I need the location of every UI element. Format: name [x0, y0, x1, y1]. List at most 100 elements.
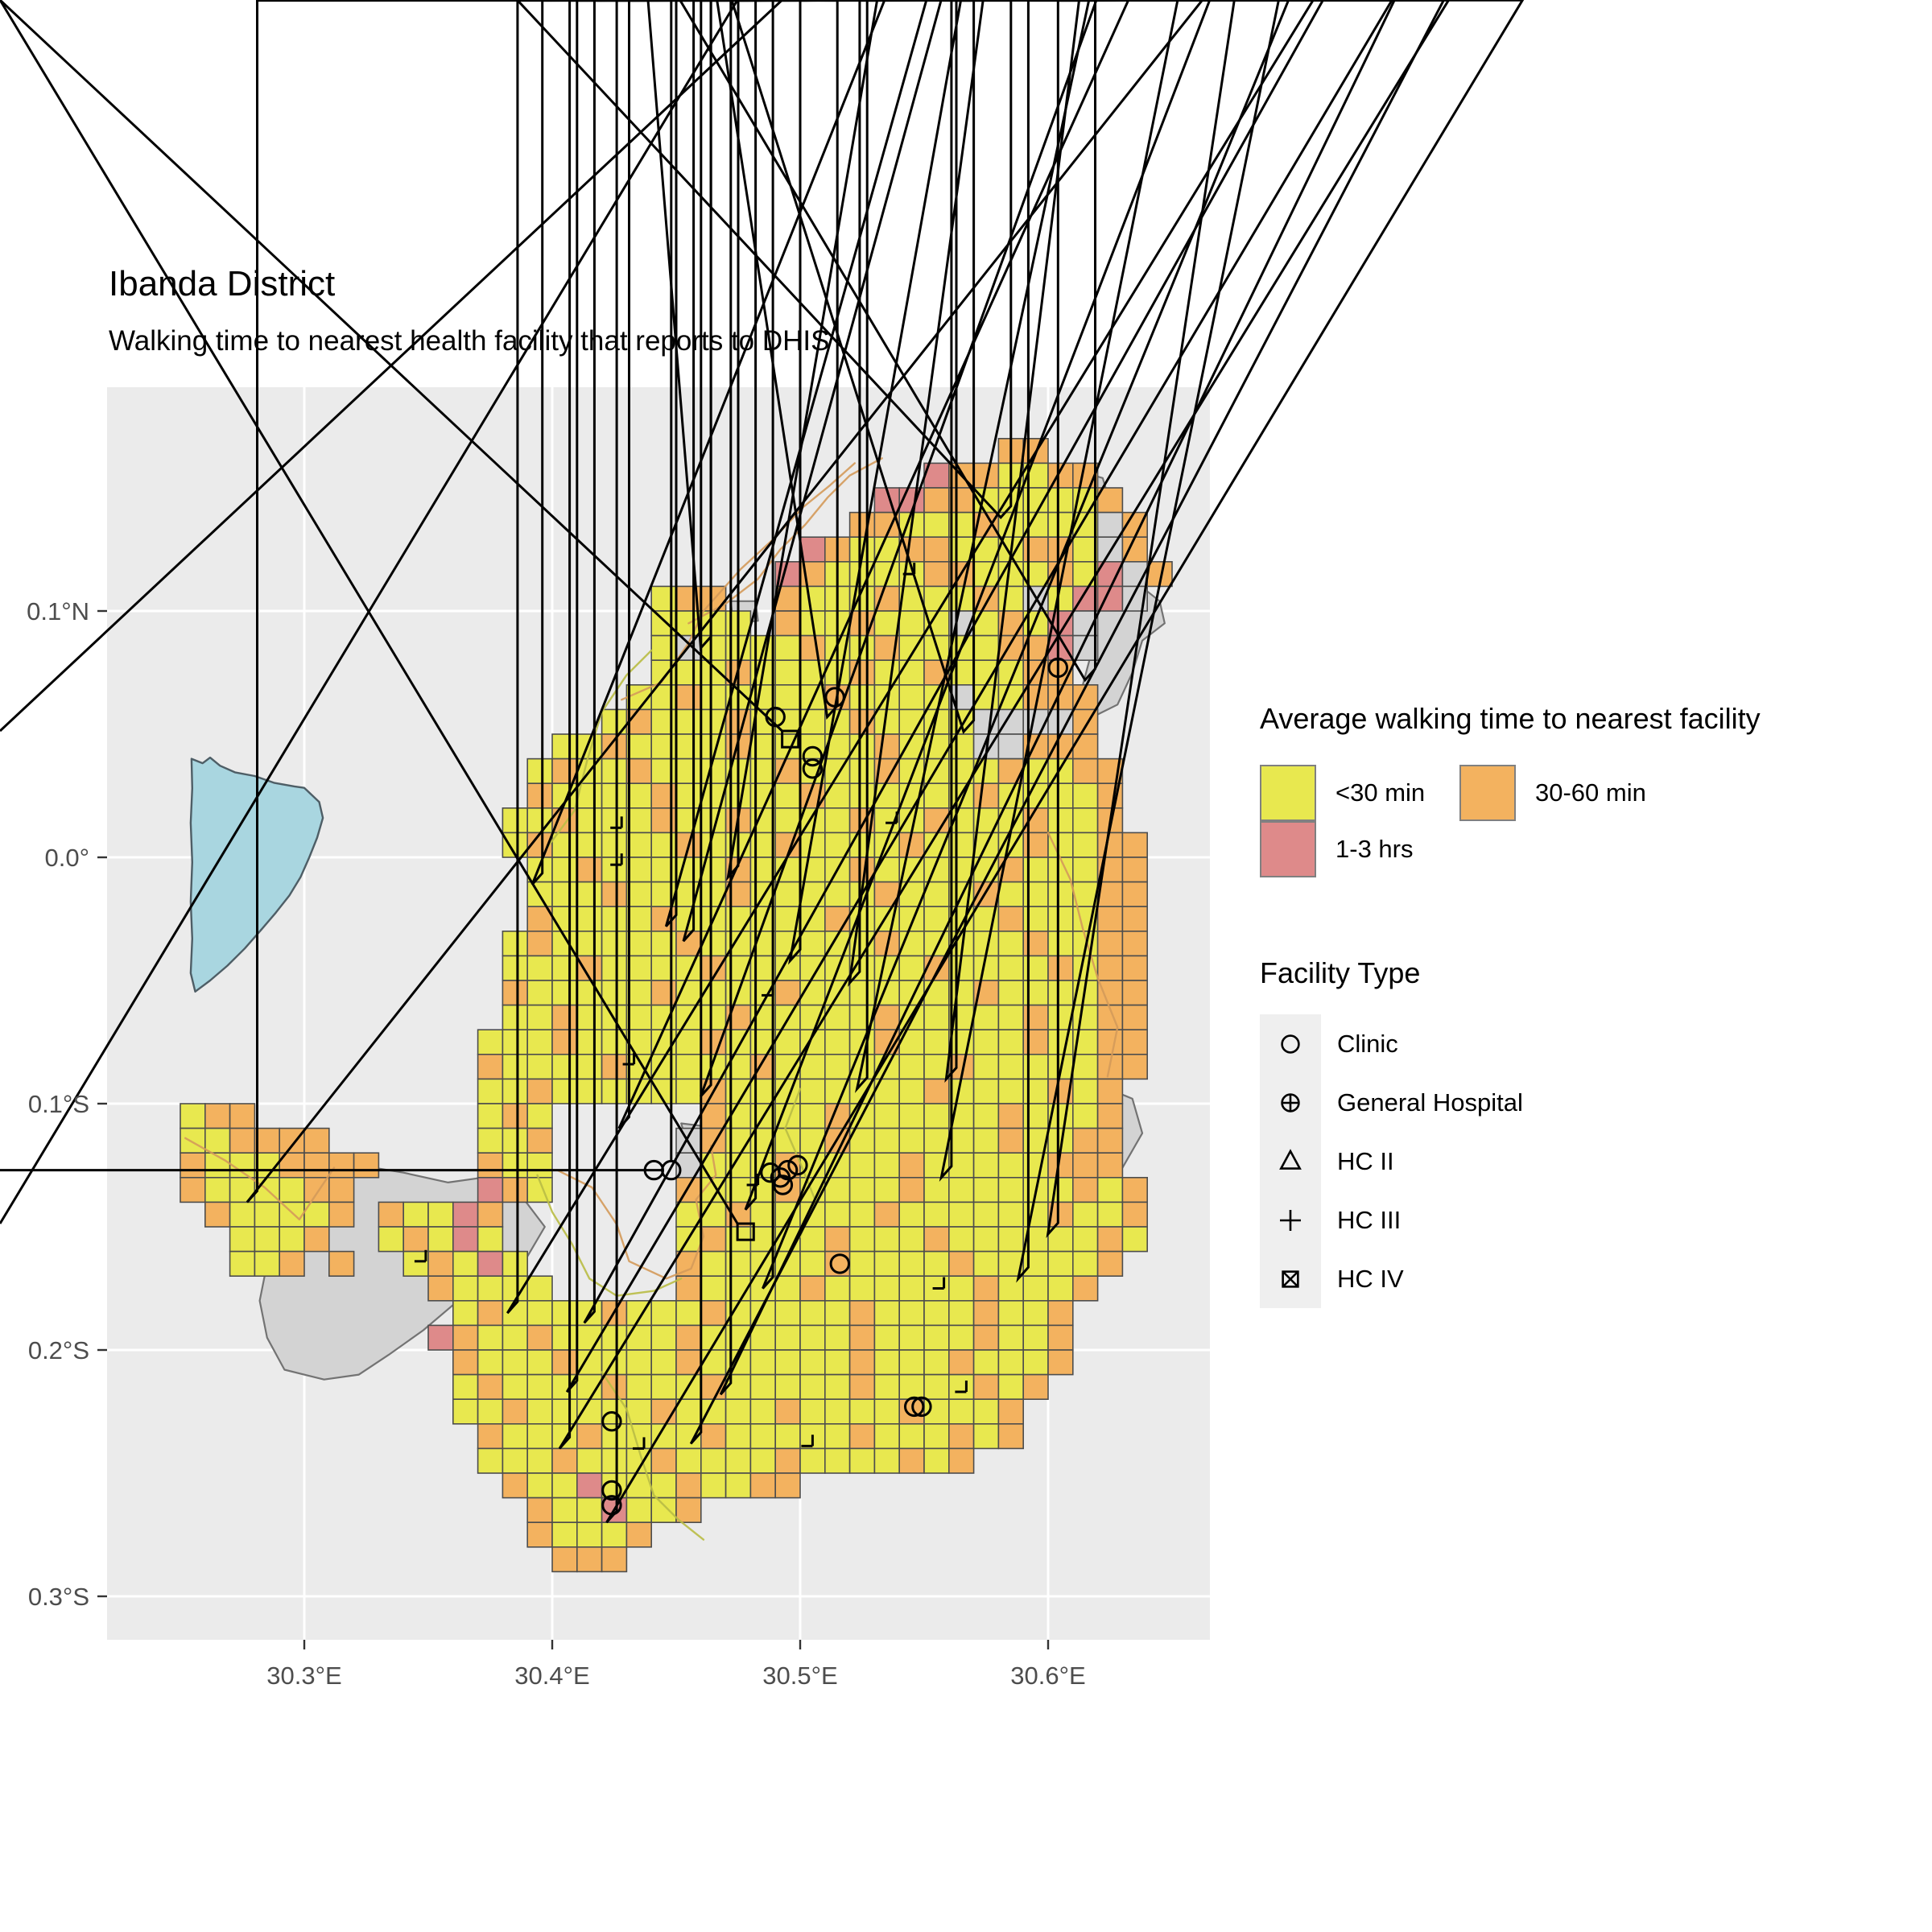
- grid-cell: [601, 906, 628, 932]
- grid-cell: [873, 610, 901, 637]
- grid-cell: [576, 1472, 603, 1499]
- grid-cell: [873, 1226, 901, 1253]
- grid-cell: [551, 1078, 578, 1104]
- grid-cell: [948, 511, 975, 538]
- grid-cell: [898, 906, 925, 932]
- grid-cell: [700, 1226, 727, 1253]
- legend-item-general-hospital: General Hospital: [1260, 1073, 1523, 1132]
- grid-cell: [700, 659, 727, 686]
- grid-cell: [824, 1423, 851, 1450]
- grid-cell: [601, 782, 628, 809]
- grid-cell: [997, 1324, 1025, 1351]
- grid-cell: [1121, 881, 1149, 907]
- grid-cell: [1121, 1054, 1149, 1080]
- grid-cell: [724, 1447, 752, 1474]
- grid-cell: [774, 683, 801, 711]
- grid-cell: [650, 1300, 677, 1327]
- grid-cell: [650, 980, 677, 1006]
- grid-cell: [997, 758, 1025, 784]
- grid-cell: [774, 980, 801, 1006]
- grid-cell: [229, 1250, 256, 1277]
- grid-cell: [526, 931, 553, 957]
- grid-cell: [675, 683, 702, 711]
- grid-cell: [749, 1078, 777, 1104]
- grid-cell: [526, 1373, 553, 1400]
- grid-cell: [625, 807, 653, 834]
- grid-cell: [997, 1226, 1025, 1253]
- grid-cell: [576, 1423, 603, 1450]
- grid-cell: [873, 1004, 901, 1030]
- grid-cell: [601, 733, 628, 760]
- grid-cell: [477, 1054, 504, 1080]
- grid-cell: [625, 955, 653, 981]
- grid-cell: [972, 1373, 1000, 1400]
- grid-cell: [1072, 733, 1099, 760]
- grid-cell: [923, 931, 950, 957]
- facility-marker-clinic: [904, 1396, 925, 1418]
- grid-cell: [700, 1472, 727, 1499]
- grid-cell: [551, 1521, 578, 1548]
- grid-cell: [923, 1226, 950, 1253]
- grid-cell: [1121, 536, 1149, 563]
- grid-cell: [378, 1226, 404, 1253]
- grid-cell: [898, 1250, 925, 1277]
- grid-cell: [972, 1177, 1000, 1203]
- grid-cell: [625, 1373, 653, 1400]
- grid-cell: [972, 1250, 1000, 1277]
- grid-cell: [452, 1201, 479, 1228]
- grid-cell: [551, 1472, 578, 1499]
- grid-cell: [650, 955, 677, 981]
- grid-cell: [1047, 906, 1074, 932]
- grid-cell: [551, 1496, 578, 1523]
- grid-cell: [774, 906, 801, 932]
- grid-cell: [1022, 1250, 1049, 1277]
- grid-cell: [824, 1349, 851, 1376]
- grid-cell: [923, 980, 950, 1006]
- grid-cell: [724, 1423, 752, 1450]
- grid-cell: [824, 1201, 851, 1228]
- facility-marker-clinic: [911, 1396, 932, 1418]
- subcounty-boundary-line: [184, 1137, 336, 1221]
- subcounty-boundary-line: [601, 1371, 705, 1541]
- grid-cell: [848, 1398, 876, 1425]
- grid-cell: [724, 1054, 752, 1080]
- grid-cell: [923, 1349, 950, 1376]
- facility-marker-clinic: [1047, 657, 1069, 679]
- y-tick-label: 0.0°: [45, 844, 90, 872]
- grid-cell: [576, 881, 603, 907]
- grid-cell: [700, 1250, 727, 1277]
- y-tick-label: 0.1°N: [27, 597, 89, 625]
- grid-cell: [774, 659, 801, 686]
- page-title: Ibanda District: [109, 264, 336, 303]
- legend-item-clinic: Clinic: [1260, 1014, 1398, 1073]
- grid-cell: [1121, 1226, 1149, 1253]
- grid-cell: [972, 634, 1000, 661]
- grid-cell: [700, 832, 727, 858]
- facility-marker-hc-iii: [902, 563, 916, 576]
- grid-cell: [848, 782, 876, 809]
- grid-cell: [799, 931, 826, 957]
- grid-cell: [749, 1472, 777, 1499]
- grid-cell: [625, 782, 653, 809]
- grid-cell: [502, 1398, 529, 1425]
- grid-cell: [774, 1349, 801, 1376]
- grid-cell: [1096, 881, 1124, 907]
- grid-cell: [551, 955, 578, 981]
- grid-cell: [675, 733, 702, 760]
- grid-cell: [799, 708, 826, 735]
- grid-cell: [502, 1004, 529, 1030]
- grid-cell: [923, 1127, 950, 1154]
- grid-cell: [526, 1029, 553, 1055]
- grid-cell: [1096, 906, 1124, 932]
- grid-cell: [948, 1373, 975, 1400]
- legend-item-label: General Hospital: [1337, 1088, 1523, 1117]
- grid-cell: [997, 1398, 1025, 1425]
- legend-item-1-3hrs: 1-3 hrs: [1260, 821, 1413, 877]
- grid-cell: [923, 1078, 950, 1104]
- grid-cell: [601, 1054, 628, 1080]
- grid-cell: [1022, 1201, 1049, 1228]
- grid-cell: [650, 659, 677, 686]
- grid-cell: [972, 1029, 1000, 1055]
- grid-cell: [1022, 1004, 1049, 1030]
- facility-marker-hc-iii: [955, 1381, 968, 1393]
